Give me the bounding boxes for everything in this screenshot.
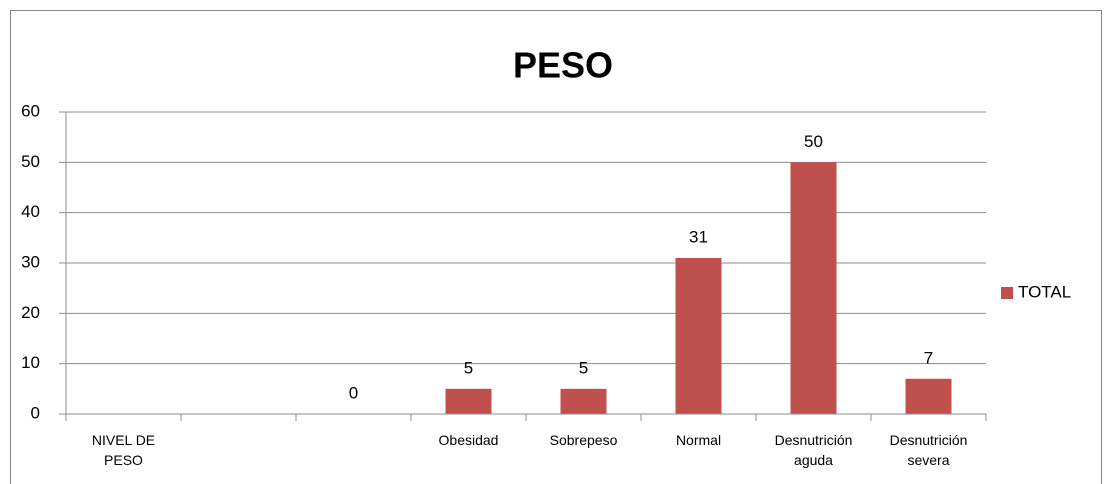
y-tick-label: 10 xyxy=(21,353,40,372)
bar xyxy=(445,388,492,414)
x-tick-label: Desnutrición aguda xyxy=(774,432,853,468)
y-tick-label: 30 xyxy=(21,252,40,271)
y-tick-label: 0 xyxy=(31,403,40,422)
x-tick-label: Obesidad xyxy=(438,432,499,448)
y-tick-label: 20 xyxy=(21,303,40,322)
y-tick-label: 60 xyxy=(21,101,40,120)
x-tick-label: NIVEL DE PESO xyxy=(91,432,156,468)
x-tick-label: Sobrepeso xyxy=(549,432,618,448)
bar xyxy=(675,257,722,414)
data-label: 5 xyxy=(579,358,588,377)
data-label: 5 xyxy=(464,358,473,377)
bar xyxy=(790,162,837,414)
x-tick-label: Desnutrición severa xyxy=(889,432,968,468)
bar xyxy=(560,388,607,414)
data-label: 0 xyxy=(349,383,358,402)
data-label: 7 xyxy=(924,348,933,367)
data-label: 50 xyxy=(804,132,823,151)
legend-swatch xyxy=(1001,287,1013,299)
bar xyxy=(905,378,952,414)
y-tick-label: 50 xyxy=(21,152,40,171)
y-tick-label: 40 xyxy=(21,202,40,221)
legend-label: TOTAL xyxy=(1018,282,1071,301)
data-label: 31 xyxy=(689,227,708,246)
chart-title: PESO xyxy=(513,45,613,86)
x-tick-label: Normal xyxy=(675,432,722,448)
chart-frame xyxy=(10,10,1102,484)
